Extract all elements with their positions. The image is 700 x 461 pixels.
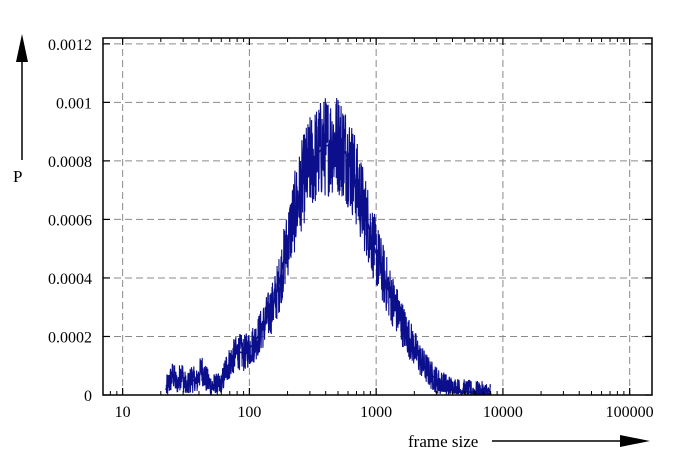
data-point: [310, 160, 313, 162]
data-point: [296, 201, 299, 203]
data-point: [421, 362, 423, 364]
y-tick-label: 0.0008: [48, 154, 92, 171]
x-tick-label: 1000: [360, 404, 392, 421]
data-point: [367, 224, 370, 227]
data-point: [228, 362, 231, 364]
data-point: [286, 242, 289, 244]
data-point: [253, 341, 256, 344]
data-point: [351, 168, 354, 171]
data-point: [315, 154, 318, 156]
data-point: [395, 309, 398, 311]
data-point: [404, 329, 407, 332]
data-point: [324, 145, 327, 148]
plot-frame: [102, 37, 653, 396]
data-point: [172, 373, 174, 376]
data-point: [337, 142, 339, 145]
data-point: [176, 385, 179, 388]
x-tick-label: 100000: [606, 404, 654, 421]
data-point: [205, 379, 208, 382]
data-point: [248, 347, 251, 349]
x-tick-label: 10000: [483, 404, 523, 421]
data-point: [347, 157, 349, 159]
tick-marks: [103, 38, 652, 396]
data-point: [277, 285, 280, 288]
x-axis-label: frame size: [408, 432, 478, 451]
data-point: [458, 389, 460, 392]
data-point: [439, 382, 441, 385]
y-tick-label: 0.0004: [48, 271, 92, 288]
data-point: [355, 183, 358, 186]
data-point: [306, 168, 308, 171]
y-tick-label: 0.0006: [48, 212, 92, 229]
data-point: [448, 386, 451, 389]
series-noise: [165, 97, 491, 395]
data-point: [373, 247, 376, 250]
y-tick-label: 0.001: [56, 95, 92, 112]
data-point: [430, 373, 432, 376]
data-point: [220, 385, 223, 388]
y-tick-label: 0.0002: [48, 329, 92, 346]
x-axis-arrow: [492, 435, 650, 447]
data-point: [272, 303, 275, 306]
data-point: [301, 183, 303, 186]
data-point: [200, 367, 203, 370]
data-point: [185, 388, 188, 390]
data-point: [320, 148, 323, 150]
data-point: [387, 288, 390, 291]
data-point: [263, 323, 265, 326]
data-point: [258, 332, 261, 335]
data-point: [267, 315, 269, 317]
y-axis-label: P: [13, 167, 22, 186]
data-point: [180, 370, 183, 373]
y-tick-label: 0: [84, 388, 92, 405]
data-point: [380, 268, 383, 270]
data-point: [210, 385, 213, 388]
data-point: [469, 391, 471, 393]
data-point: [292, 218, 294, 221]
grid-lines: [103, 38, 652, 395]
y-axis-arrow: [16, 34, 28, 160]
data-point: [413, 347, 416, 349]
data-point: [165, 388, 167, 390]
data-point: [195, 382, 197, 385]
data-point: [342, 148, 345, 150]
x-tick-label: 10: [115, 404, 131, 421]
x-tick-label: 100: [237, 404, 261, 421]
data-point: [242, 353, 245, 355]
data-point: [361, 203, 364, 206]
data-point: [232, 356, 235, 358]
tick-labels: 10 100 1000 10000 100000 0 0.0002 0.0004 0.0006 0…: [48, 37, 654, 421]
data-point: [237, 350, 240, 352]
data-point: [190, 376, 193, 379]
data-point: [331, 142, 333, 145]
y-tick-label: 0.0012: [48, 37, 92, 54]
data-point: [478, 392, 481, 394]
data-point: [224, 367, 227, 370]
data-point: [282, 262, 285, 265]
series-layer: [165, 97, 492, 395]
